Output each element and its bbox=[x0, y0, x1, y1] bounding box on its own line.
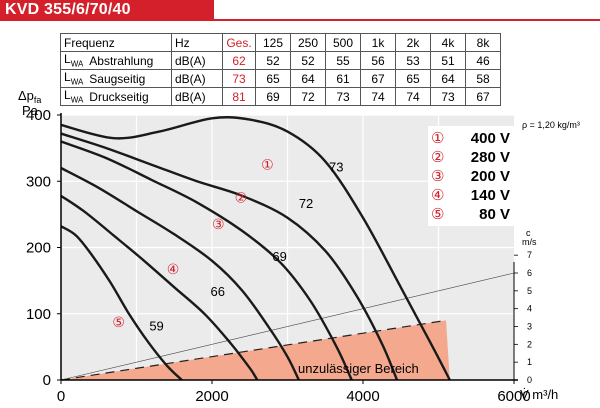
table-row: LWA Druckseitig dB(A) 81 69 72 73 74 74 … bbox=[60, 87, 501, 106]
legend-label: 200 V bbox=[471, 168, 510, 185]
legend-label: 80 V bbox=[479, 206, 510, 223]
fan-curve-line bbox=[60, 132, 399, 381]
row-unit: dB(A) bbox=[171, 87, 223, 106]
title-rule bbox=[0, 19, 600, 21]
row-total: 73 bbox=[222, 69, 256, 88]
table-cell: 73 bbox=[325, 87, 361, 106]
legend-marker: ② bbox=[431, 148, 444, 166]
x-axis-label: V̇ m³/h bbox=[520, 387, 558, 402]
x-tick-label: 2000 bbox=[195, 388, 228, 405]
row-label: Abstrahlung bbox=[86, 51, 173, 70]
legend-marker: ⑤ bbox=[431, 205, 444, 223]
table-cell: 67 bbox=[465, 87, 501, 106]
legend-label: 280 V bbox=[471, 149, 510, 166]
c-axis-label: c bbox=[526, 228, 531, 238]
c-tick-label: 7 bbox=[527, 250, 532, 260]
table-cell: 65 bbox=[255, 69, 291, 88]
curve-labels: 73 ① 72 ② 69 ③ 66 ④ 59 ⑤ bbox=[112, 157, 343, 333]
y-tick-label: 0 bbox=[43, 372, 51, 389]
lwa-symbol: LWA bbox=[60, 87, 87, 106]
table-cell: 72 bbox=[290, 87, 326, 106]
y-tick-label: 100 bbox=[26, 306, 51, 323]
table-cell: 51 bbox=[430, 51, 466, 70]
table-cell: 74 bbox=[360, 87, 396, 106]
c-tick-label: 1 bbox=[527, 357, 532, 367]
curve-number-marker: ③ bbox=[212, 217, 225, 233]
fan-curve-line bbox=[60, 194, 259, 381]
c-axis-unit: m/s bbox=[522, 237, 537, 247]
c-tick-label: 0 bbox=[527, 375, 532, 385]
fan-curves bbox=[60, 116, 451, 381]
fan-curve-line bbox=[60, 166, 300, 381]
c-tick-label: 4 bbox=[527, 304, 532, 314]
product-title: KVD 355/6/70/40 bbox=[5, 1, 131, 18]
c-tick-label: 5 bbox=[527, 286, 532, 296]
row-label: Druckseitig bbox=[86, 87, 173, 106]
curve-noise-label: 73 bbox=[329, 159, 343, 174]
legend-box bbox=[428, 126, 522, 226]
curve-number-marker: ① bbox=[261, 157, 274, 173]
y-axis-label: Δpfa bbox=[18, 88, 41, 105]
table-cell: 69 bbox=[255, 87, 291, 106]
curve-noise-label: 59 bbox=[149, 318, 163, 333]
forbidden-zone-label: unzulässiger Bereich bbox=[298, 361, 419, 376]
title-bar bbox=[0, 0, 214, 20]
velocity-reference-line bbox=[60, 272, 515, 381]
fan-curve-line bbox=[60, 225, 183, 381]
legend-label: 400 V bbox=[471, 130, 510, 147]
curve-noise-label: 69 bbox=[272, 249, 286, 264]
curve-number-marker: ④ bbox=[167, 262, 180, 278]
density-note: ρ = 1,20 kg/m³ bbox=[522, 120, 580, 130]
c-tick-label: 3 bbox=[527, 322, 532, 332]
legend-marker: ④ bbox=[431, 186, 444, 204]
noise-spec-table: Frequenz Hz Ges. 125 250 500 1k 2k 4k 8k… bbox=[60, 33, 501, 106]
curve-number-marker: ⑤ bbox=[112, 315, 125, 331]
header-500: 500 bbox=[325, 33, 361, 52]
curve-noise-label: 66 bbox=[210, 284, 224, 299]
curve-noise-label: 72 bbox=[299, 196, 313, 211]
y-tick-label: 200 bbox=[26, 240, 51, 257]
table-row: LWA Abstrahlung dB(A) 62 52 52 55 56 53 … bbox=[60, 51, 501, 70]
y-tick-label: 300 bbox=[26, 173, 51, 190]
fan-curve-line bbox=[60, 140, 353, 381]
y-axis-unit: Pa bbox=[22, 103, 39, 118]
legend: ① 400 V ② 280 V ③ 200 V ④ 140 V ⑤ 80 V bbox=[431, 129, 510, 223]
forbidden-zone-boundary bbox=[60, 319, 447, 381]
x-tick-label: 0 bbox=[57, 388, 65, 405]
curve-number-marker: ② bbox=[235, 190, 248, 206]
fan-curve-line bbox=[60, 116, 451, 381]
table-header-row: Frequenz Hz Ges. 125 250 500 1k 2k 4k 8k bbox=[60, 33, 501, 52]
x-tick-label: 6000 bbox=[497, 388, 530, 405]
c-tick-label: 2 bbox=[527, 339, 532, 349]
header-4k: 4k bbox=[430, 33, 466, 52]
c-tick-label: 6 bbox=[527, 268, 532, 278]
legend-label: 140 V bbox=[471, 187, 510, 204]
row-total: 81 bbox=[222, 87, 256, 106]
y-tick-label: 400 bbox=[26, 107, 51, 124]
header-hz: Hz bbox=[171, 33, 223, 52]
table-row: LWA Saugseitig dB(A) 73 65 64 61 67 65 6… bbox=[60, 69, 501, 88]
forbidden-zone bbox=[60, 272, 515, 381]
x-tick-label: 4000 bbox=[346, 388, 379, 405]
legend-marker: ① bbox=[431, 129, 444, 147]
legend-marker: ③ bbox=[431, 167, 444, 185]
